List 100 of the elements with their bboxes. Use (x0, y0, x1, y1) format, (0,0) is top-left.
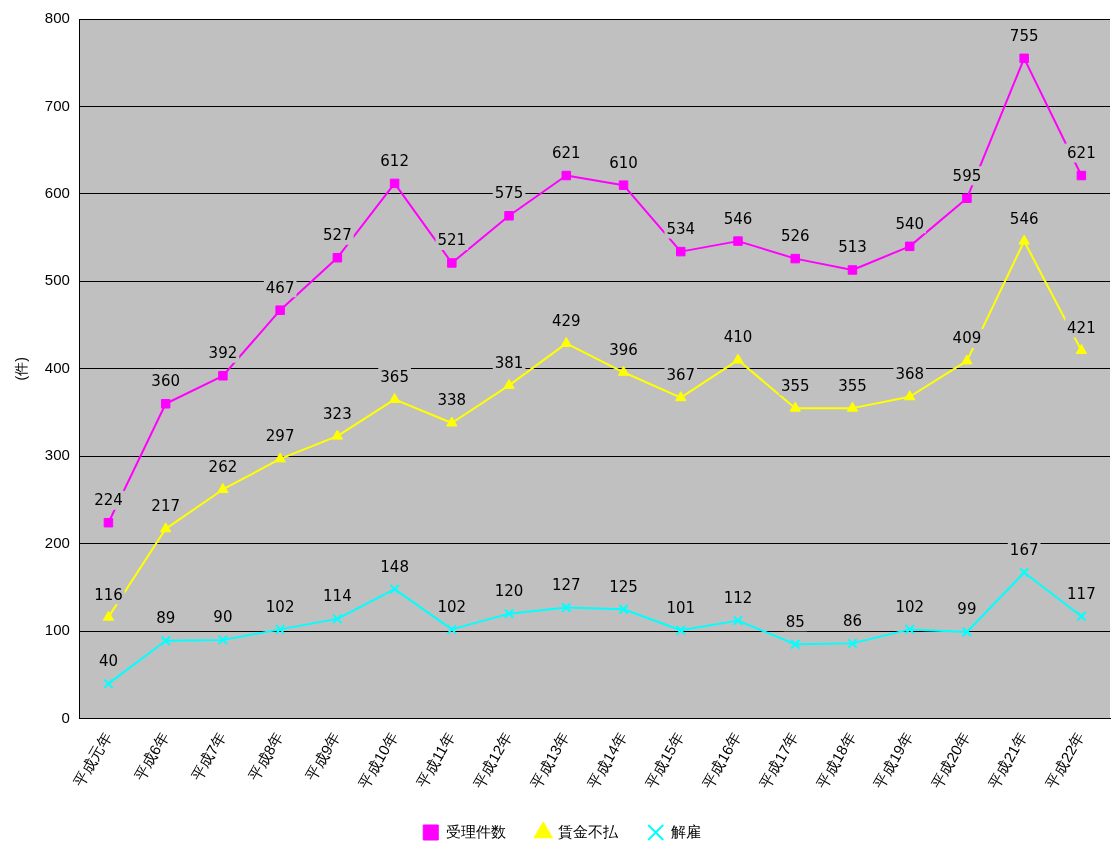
x-tick-label: 平成8年 (244, 729, 287, 784)
data-label: 262 (208, 457, 238, 476)
data-label: 409 (952, 329, 982, 348)
data-label: 40 (98, 651, 118, 670)
y-tick-label: 700 (44, 96, 70, 114)
x-tick-label: 平成元年 (69, 729, 115, 790)
data-label: 612 (380, 151, 409, 170)
y-tick-label: 400 (44, 358, 70, 376)
data-label: 467 (265, 278, 295, 297)
x-tick-label: 平成12年 (469, 729, 516, 792)
data-label: 396 (609, 340, 638, 359)
data-label: 421 (1067, 318, 1096, 337)
data-label: 621 (1067, 143, 1096, 162)
data-label: 86 (842, 611, 862, 630)
data-label: 338 (437, 391, 467, 410)
data-label: 224 (94, 491, 123, 510)
x-tick-label: 平成18年 (813, 729, 859, 792)
point (618, 604, 629, 615)
y-axis-title: (件) (13, 357, 30, 381)
point (790, 253, 800, 264)
data-label: 99 (957, 600, 977, 619)
legend-label: 受理件数 (445, 822, 506, 840)
x-tick-label: 平成17年 (755, 729, 802, 792)
point (446, 624, 458, 635)
y-tick-label: 300 (44, 446, 70, 464)
data-label: 125 (609, 577, 638, 596)
point (389, 583, 400, 595)
point (1076, 611, 1087, 622)
point (332, 613, 343, 625)
point (675, 391, 687, 402)
point (732, 615, 744, 626)
data-label: 89 (156, 609, 176, 628)
x-tick-label: 平成11年 (413, 729, 459, 791)
data-label: 546 (723, 209, 753, 228)
point (447, 258, 457, 268)
x-tick-label: 平成22年 (1042, 729, 1088, 792)
point (618, 180, 629, 190)
x-tick-label: 平成9年 (302, 729, 344, 784)
data-label: 513 (838, 238, 867, 257)
point (1018, 234, 1030, 245)
point (675, 625, 686, 636)
data-label: 148 (380, 557, 409, 576)
x-tick-label: 平成14年 (584, 729, 630, 792)
point (1076, 170, 1087, 181)
point (732, 353, 744, 364)
data-label: 540 (895, 214, 925, 233)
data-label: 85 (785, 612, 805, 631)
point (103, 517, 114, 528)
point (274, 624, 286, 635)
point (962, 193, 972, 204)
point (789, 639, 801, 650)
point (160, 635, 171, 646)
point (847, 265, 858, 275)
data-label: 297 (265, 427, 295, 446)
data-label: 368 (895, 365, 925, 384)
data-label: 534 (666, 220, 696, 238)
x-tick-label: 平成21年 (984, 729, 1031, 792)
data-label: 610 (609, 153, 638, 172)
data-label: 526 (780, 227, 810, 245)
point (217, 482, 229, 493)
x-tick-label: 平成10年 (355, 729, 401, 792)
point (446, 416, 458, 427)
data-label: 102 (437, 597, 467, 616)
data-label: 521 (437, 231, 467, 250)
point (159, 522, 172, 533)
x-tick-label: 平成16年 (698, 729, 745, 792)
x-tick-label: 平成19年 (870, 729, 916, 792)
point (1018, 567, 1030, 578)
data-label: 355 (838, 376, 867, 395)
data-label: 217 (151, 497, 180, 516)
point (617, 365, 630, 376)
point (503, 378, 515, 389)
data-label: 102 (265, 597, 295, 616)
data-label: 90 (213, 608, 233, 627)
point (904, 624, 915, 635)
point (961, 626, 973, 638)
legend-label: 賃金不払 (558, 822, 620, 840)
x-tick-label: 平成13年 (526, 729, 573, 792)
y-tick-label: 100 (44, 621, 70, 639)
point (561, 602, 572, 613)
data-label: 429 (551, 311, 581, 330)
x-tick-label: 平成6年 (130, 729, 172, 784)
point (560, 336, 572, 347)
data-label: 392 (208, 344, 238, 363)
point (274, 452, 286, 463)
y-tick-label: 600 (44, 184, 70, 202)
point (160, 399, 171, 409)
point (904, 241, 915, 252)
point (503, 608, 515, 619)
point (903, 390, 916, 401)
point (102, 610, 115, 621)
point (389, 178, 400, 189)
point (847, 638, 858, 649)
data-label: 365 (380, 367, 409, 386)
data-label: 381 (494, 353, 524, 372)
x-tick-label: 平成20年 (927, 729, 974, 792)
point (1019, 53, 1029, 64)
point (789, 401, 801, 412)
data-label: 546 (1009, 209, 1039, 228)
y-tick-label: 800 (44, 9, 70, 27)
